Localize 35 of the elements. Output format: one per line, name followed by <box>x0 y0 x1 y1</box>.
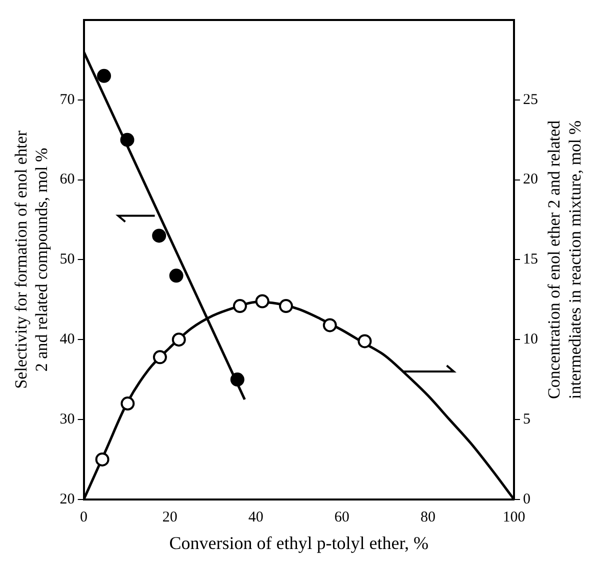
point <box>152 350 167 364</box>
point <box>169 268 184 283</box>
y2-tick-label: 20 <box>523 172 538 188</box>
y-tick-label: 30 <box>60 411 75 428</box>
point <box>152 228 166 243</box>
x-axis-title: Conversion of ethyl p-tolyl ether, % <box>169 532 429 553</box>
point <box>95 452 110 466</box>
x-tick-label: 20 <box>162 509 178 526</box>
point <box>278 299 293 314</box>
y2-tick-label: 5 <box>523 411 530 428</box>
y-tick-label: 40 <box>60 332 75 348</box>
y-tick-label: 20 <box>60 491 75 508</box>
x-tick-label: 60 <box>334 509 350 526</box>
x-tick-label: 80 <box>420 509 436 526</box>
point <box>120 132 134 147</box>
y2-tick-label: 15 <box>523 252 538 268</box>
y-tick-label: 50 <box>60 252 75 268</box>
y-tick-label: 70 <box>60 92 75 108</box>
point <box>255 294 270 308</box>
y2-axis-title: Concentration of enol ether 2 and related intermediates in reaction mixture, mol % <box>544 120 584 399</box>
y2-tick-label: 10 <box>523 332 538 348</box>
point <box>232 299 247 314</box>
x-tick-label: 100 <box>502 509 526 526</box>
y2-tick-label: 0 <box>523 491 530 508</box>
y-tick-label: 60 <box>60 172 75 188</box>
point <box>322 318 337 332</box>
point <box>172 332 186 347</box>
x-tick-label: 40 <box>248 509 264 526</box>
point <box>120 396 135 411</box>
point <box>230 372 244 387</box>
point <box>97 68 112 83</box>
point <box>358 334 372 348</box>
x-tick-label: 0 <box>80 509 88 526</box>
y-axis-title: Selectivity for formation of enol ehter 2 and related compounds, mol % <box>12 130 52 389</box>
y2-tick-label: 25 <box>523 92 538 108</box>
